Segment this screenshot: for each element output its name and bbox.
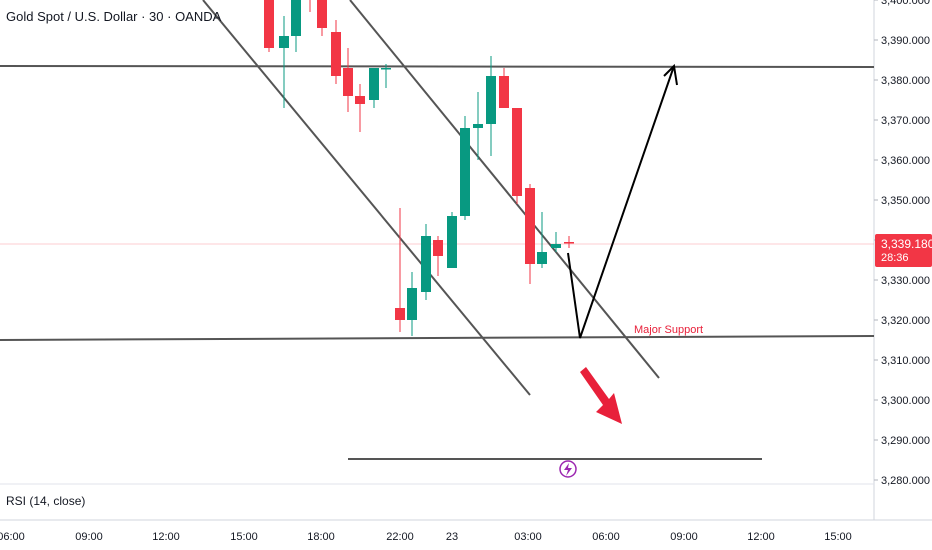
x-tick-label: 15:00 (230, 531, 258, 543)
y-tick-label: 3,350.000 (881, 195, 930, 207)
y-tick-label: 3,390.000 (881, 35, 930, 47)
resistance-line (0, 65, 875, 68)
bar-countdown: 28:36 (881, 252, 909, 264)
x-tick-label: 09:00 (75, 531, 103, 543)
candle-body (525, 188, 535, 264)
x-tick-label: 03:00 (514, 531, 542, 543)
candle-body (473, 124, 483, 128)
candle-body (564, 242, 574, 244)
y-tick-label: 3,300.000 (881, 395, 930, 407)
candle-body (486, 76, 496, 124)
candle-body (331, 32, 341, 76)
y-tick-label: 3,280.000 (881, 475, 930, 487)
y-tick-label: 3,290.000 (881, 435, 930, 447)
last-price-value: 3,339.180 (881, 237, 932, 251)
lightning-bolt-icon (564, 463, 572, 476)
last-price-tag: 3,339.180 28:36 (875, 234, 932, 267)
y-tick-label: 3,310.000 (881, 355, 930, 367)
candle-body (433, 240, 443, 256)
channel-line-lower (202, 0, 531, 396)
candle-body (317, 0, 327, 28)
rsi-indicator-label[interactable]: RSI (14, close) (6, 494, 86, 508)
x-tick-label: 12:00 (747, 531, 775, 543)
y-tick-label: 3,370.000 (881, 115, 930, 127)
candle-body (537, 252, 547, 264)
candle-body (279, 36, 289, 48)
candle-body (291, 0, 301, 36)
channel-line-upper (349, 0, 660, 379)
bearish-arrow (580, 367, 622, 424)
x-tick-label: 23 (446, 531, 458, 543)
candle-body (512, 108, 522, 196)
y-tick-label: 3,380.000 (881, 75, 930, 87)
major-support-line (0, 335, 875, 341)
y-tick-label: 3,400.000 (881, 0, 930, 7)
x-tick-label: 06:00 (592, 531, 620, 543)
candle-body (447, 216, 457, 268)
candle-body (499, 76, 509, 108)
y-tick-label: 3,360.000 (881, 155, 930, 167)
y-tick-label: 3,320.000 (881, 315, 930, 327)
candle-body (407, 288, 417, 320)
x-tick-label: 15:00 (824, 531, 852, 543)
candle-body (395, 308, 405, 320)
major-support-label: Major Support (634, 324, 703, 336)
projection-path (567, 65, 675, 339)
projection-arrow-head (663, 63, 678, 86)
candle-body (264, 0, 274, 48)
candle-body (460, 128, 470, 216)
candle-body (381, 68, 391, 70)
symbol-title: Gold Spot / U.S. Dollar · 30 · OANDA (6, 9, 222, 24)
candle-body (421, 236, 431, 292)
x-tick-label: 22:00 (386, 531, 414, 543)
x-tick-label: 09:00 (670, 531, 698, 543)
y-tick-label: 3,330.000 (881, 275, 930, 287)
candle-body (551, 244, 561, 248)
candle-body (369, 68, 379, 100)
x-tick-label: 12:00 (152, 531, 180, 543)
x-tick-label: 06:00 (0, 531, 25, 543)
candle-body (343, 68, 353, 96)
x-tick-label: 18:00 (307, 531, 335, 543)
candle-body (355, 96, 365, 104)
